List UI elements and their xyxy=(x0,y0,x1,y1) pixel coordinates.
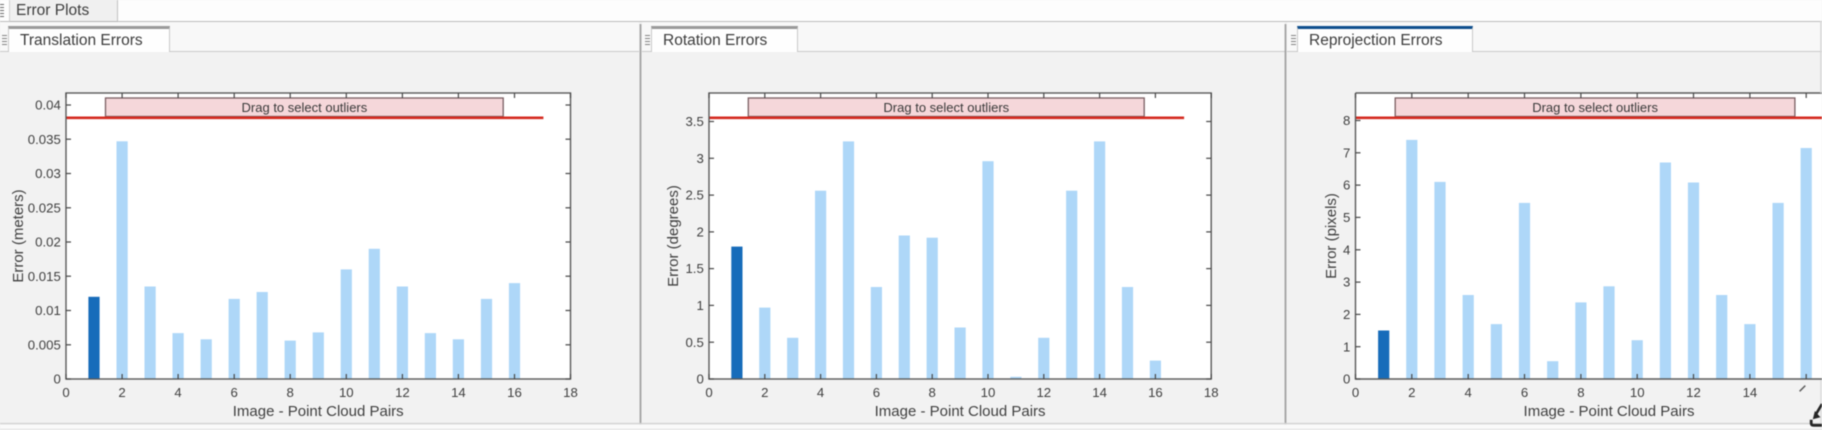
svg-text:0.03: 0.03 xyxy=(35,166,61,181)
svg-text:4: 4 xyxy=(174,385,181,400)
svg-text:3: 3 xyxy=(1343,275,1350,290)
svg-text:14: 14 xyxy=(451,385,466,400)
svg-text:14: 14 xyxy=(1092,385,1107,400)
svg-text:10: 10 xyxy=(981,385,996,400)
svg-text:18: 18 xyxy=(563,385,578,400)
svg-text:Image - Point Cloud Pairs: Image - Point Cloud Pairs xyxy=(1524,403,1695,420)
svg-text:6: 6 xyxy=(1521,385,1528,400)
svg-text:10: 10 xyxy=(339,385,354,400)
svg-text:1: 1 xyxy=(1343,339,1350,354)
svg-text:3: 3 xyxy=(696,151,703,166)
svg-text:8: 8 xyxy=(1343,113,1350,128)
svg-text:Error (meters): Error (meters) xyxy=(10,189,27,282)
svg-text:Drag to select outliers: Drag to select outliers xyxy=(242,100,368,115)
svg-text:10: 10 xyxy=(1630,385,1645,400)
svg-text:16: 16 xyxy=(1148,385,1163,400)
svg-text:7: 7 xyxy=(1343,145,1350,160)
svg-text:18: 18 xyxy=(1204,385,1219,400)
svg-text:6: 6 xyxy=(1343,178,1350,193)
svg-text:0.025: 0.025 xyxy=(28,200,61,215)
svg-text:0.015: 0.015 xyxy=(28,269,61,284)
svg-text:4: 4 xyxy=(817,385,824,400)
svg-text:8: 8 xyxy=(929,385,936,400)
svg-text:1.5: 1.5 xyxy=(685,261,703,276)
svg-text:16: 16 xyxy=(507,385,522,400)
svg-text:2: 2 xyxy=(696,225,703,240)
svg-text:0.005: 0.005 xyxy=(28,337,61,352)
svg-text:0.04: 0.04 xyxy=(35,98,61,113)
svg-text:0: 0 xyxy=(53,372,60,387)
svg-text:Image - Point Cloud Pairs: Image - Point Cloud Pairs xyxy=(233,403,404,420)
svg-text:1: 1 xyxy=(696,298,703,313)
svg-text:4: 4 xyxy=(1465,385,1472,400)
svg-text:3.5: 3.5 xyxy=(685,114,703,129)
svg-text:2: 2 xyxy=(761,385,768,400)
svg-text:2.5: 2.5 xyxy=(685,188,703,203)
svg-text:2: 2 xyxy=(1408,385,1415,400)
svg-text:0: 0 xyxy=(696,372,703,387)
svg-text:Image - Point Cloud Pairs: Image - Point Cloud Pairs xyxy=(875,403,1046,420)
svg-text:8: 8 xyxy=(1577,385,1584,400)
svg-text:2: 2 xyxy=(118,385,125,400)
svg-text:8: 8 xyxy=(287,385,294,400)
svg-text:0: 0 xyxy=(62,385,69,400)
svg-text:6: 6 xyxy=(873,385,880,400)
svg-text:2: 2 xyxy=(1343,307,1350,322)
svg-text:0.01: 0.01 xyxy=(35,303,61,318)
svg-text:12: 12 xyxy=(395,385,410,400)
svg-text:4: 4 xyxy=(1343,242,1350,257)
svg-text:12: 12 xyxy=(1036,385,1051,400)
svg-text:14: 14 xyxy=(1743,385,1758,400)
svg-text:12: 12 xyxy=(1686,385,1701,400)
svg-text:0.02: 0.02 xyxy=(35,235,61,250)
svg-text:0.035: 0.035 xyxy=(28,132,61,147)
svg-text:Drag to select outliers: Drag to select outliers xyxy=(883,100,1009,115)
svg-text:0: 0 xyxy=(705,385,712,400)
svg-text:0: 0 xyxy=(1352,385,1359,400)
svg-text:Error (pixels): Error (pixels) xyxy=(1323,193,1340,279)
svg-text:0.5: 0.5 xyxy=(685,335,703,350)
svg-text:0: 0 xyxy=(1343,372,1350,387)
svg-text:6: 6 xyxy=(231,385,238,400)
svg-text:5: 5 xyxy=(1343,210,1350,225)
svg-text:Drag to select outliers: Drag to select outliers xyxy=(1532,100,1658,115)
svg-text:Error (degrees): Error (degrees) xyxy=(665,185,682,287)
